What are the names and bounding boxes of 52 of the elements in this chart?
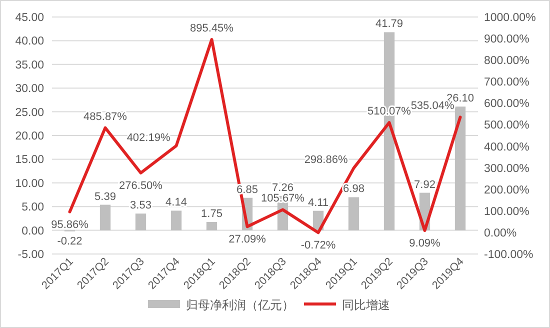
data-label: 1.75	[201, 208, 222, 220]
data-label: 298.86%	[304, 154, 348, 166]
y-tick-label: 35.00	[15, 59, 44, 72]
data-label: 27.09%	[228, 234, 266, 246]
y-tick-label: 30.00	[15, 83, 44, 96]
y-tick-label: 15.00	[15, 154, 44, 166]
y-tick-label: -5.00	[18, 249, 44, 261]
y2-tick-label: 100.00%	[484, 206, 530, 218]
y-tick-label: 10.00	[15, 178, 44, 190]
data-label: 4.14	[166, 196, 187, 209]
y2-tick-label: 900.00%	[484, 34, 530, 46]
data-label: 6.98	[343, 183, 364, 196]
y-tick-label: 40.00	[15, 36, 44, 48]
y-tick-label: 25.00	[15, 106, 44, 119]
y-tick-label: 5.00	[22, 202, 44, 214]
data-label: 95.86%	[51, 218, 89, 231]
y2-tick-label: 600.00%	[484, 98, 530, 110]
legend-label: 归母净利润（亿元）	[186, 298, 294, 312]
data-label: 510.07%	[368, 106, 412, 118]
bar	[206, 222, 218, 230]
data-label: 9.09%	[409, 237, 441, 250]
y2-tick-label: 700.00%	[484, 76, 530, 89]
y2-tick-label: 300.00%	[484, 162, 530, 175]
data-label: 41.79	[375, 18, 404, 30]
y2-tick-label: -100.00%	[484, 249, 534, 261]
legend-label: 同比增速	[342, 298, 390, 312]
bar	[100, 204, 111, 230]
y2-tick-label: 800.00%	[484, 55, 530, 68]
bar	[348, 197, 360, 230]
bar	[454, 106, 466, 230]
data-label: 105.67%	[261, 192, 305, 205]
y-tick-label: 20.00	[15, 130, 44, 142]
y-tick-label: 45.00	[15, 12, 44, 24]
data-label: 5.39	[94, 190, 116, 203]
data-label: 402.19%	[126, 132, 170, 144]
data-label: 3.53	[130, 200, 152, 212]
y2-tick-label: 200.00%	[484, 184, 530, 196]
data-label: -0.22	[57, 235, 82, 248]
data-label: -0.72%	[300, 240, 336, 252]
data-label: 895.45%	[190, 22, 234, 35]
y2-tick-label: 400.00%	[484, 141, 530, 154]
data-label: 7.92	[414, 178, 436, 191]
y-tick-label: 0.00	[22, 225, 44, 238]
y2-tick-label: 500.00%	[484, 120, 530, 132]
y2-tick-label: 0.00%	[484, 227, 517, 240]
data-label: 7.26	[272, 182, 294, 194]
data-label: 276.50%	[119, 180, 163, 192]
y2-tick-label: 1000.00%	[484, 12, 536, 24]
data-label: 485.87%	[84, 110, 128, 123]
bar	[170, 210, 182, 230]
bar	[135, 214, 146, 230]
data-label: 4.11	[308, 196, 329, 209]
